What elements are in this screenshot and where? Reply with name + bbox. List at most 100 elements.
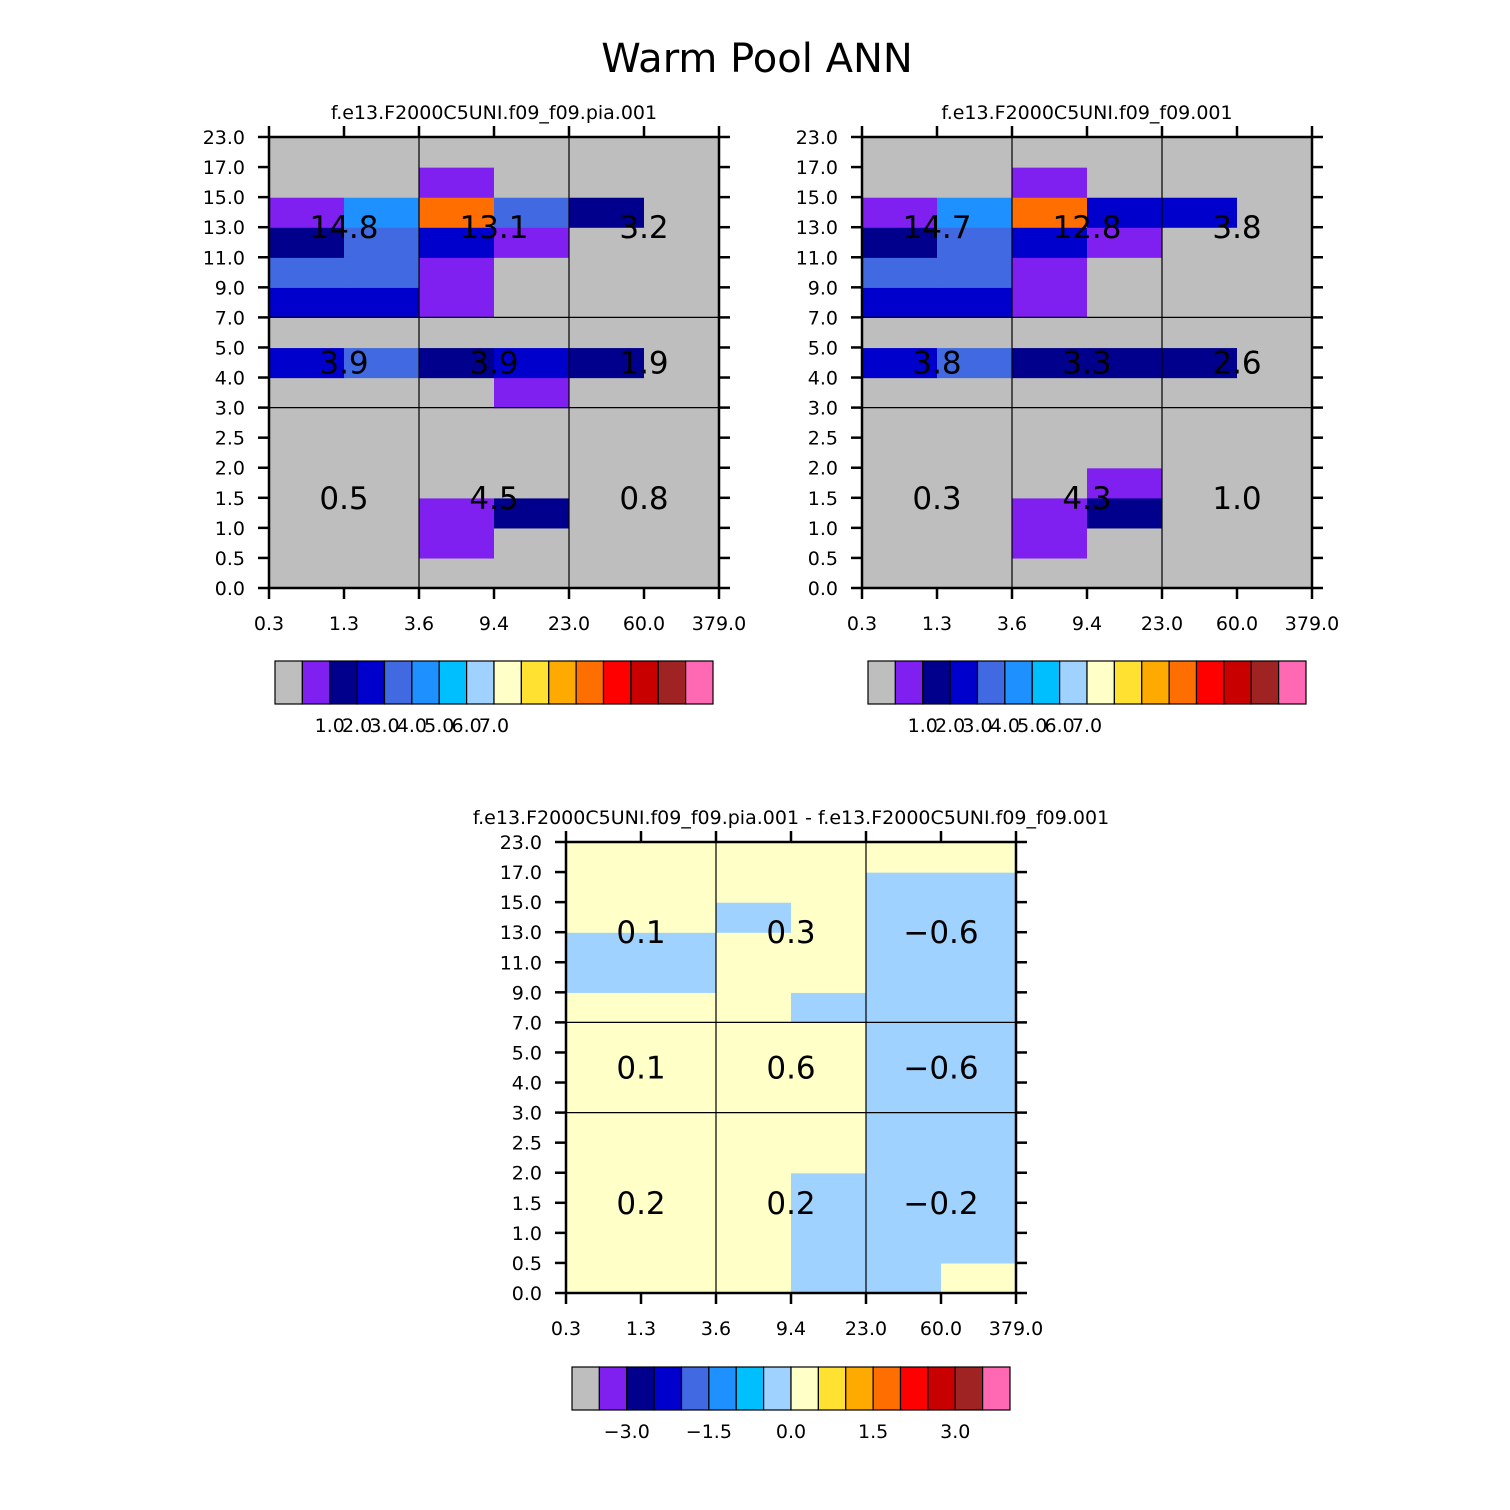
colorbar-label: 1.5 xyxy=(858,1421,888,1443)
y-tick-label: 2.0 xyxy=(808,458,838,480)
colorbar-label: 7.0 xyxy=(1072,715,1102,737)
box-value: 0.8 xyxy=(619,481,668,517)
heatmap-cell xyxy=(791,1142,867,1174)
heatmap-cell xyxy=(791,1202,867,1234)
colorbar-swatch xyxy=(1086,660,1115,705)
heatmap-cell xyxy=(941,902,1017,933)
box-value: 2.6 xyxy=(1212,346,1261,382)
y-tick-label: 23.0 xyxy=(500,832,542,854)
heatmap-cell xyxy=(569,197,645,228)
heatmap-cell xyxy=(937,497,1013,529)
x-tick-label: 9.4 xyxy=(1072,613,1102,635)
heatmap-cell xyxy=(641,962,717,993)
heatmap-cell xyxy=(1162,197,1238,228)
heatmap-cell xyxy=(644,167,720,198)
colorbar-swatch xyxy=(630,660,659,705)
heatmap-cell xyxy=(1087,317,1163,349)
heatmap-cell xyxy=(494,497,570,529)
heatmap-cell xyxy=(1237,227,1313,258)
heatmap-cell xyxy=(937,527,1013,559)
colorbar-swatch xyxy=(1031,660,1061,705)
colorbar-swatch xyxy=(274,660,303,705)
colorbar-label: 1.0 xyxy=(908,715,938,737)
heatmap-cell xyxy=(937,557,1013,589)
heatmap-cell xyxy=(1012,377,1088,409)
heatmap-cell xyxy=(269,497,345,529)
heatmap-cell xyxy=(641,1202,717,1234)
heatmap-cell xyxy=(791,842,867,873)
heatmap-cell xyxy=(941,1172,1017,1204)
colorbar-swatch xyxy=(571,1366,600,1411)
y-tick-label: 2.0 xyxy=(512,1163,542,1185)
colorbar-swatch xyxy=(329,660,358,705)
heatmap-cell xyxy=(791,932,867,963)
heatmap-cell xyxy=(1087,347,1163,379)
heatmap-cell xyxy=(344,557,420,589)
colorbar-label: 3.0 xyxy=(962,715,992,737)
y-tick-label: 2.5 xyxy=(808,428,838,450)
x-tick-label: 60.0 xyxy=(920,1318,962,1340)
heatmap-cell xyxy=(937,197,1013,228)
y-tick-label: 13.0 xyxy=(796,217,838,239)
heatmap-cell xyxy=(419,167,495,198)
heatmap-cell xyxy=(1162,497,1238,529)
heatmap-cell xyxy=(866,902,942,933)
heatmap-cell xyxy=(866,1142,942,1174)
heatmap-cell xyxy=(941,1232,1017,1264)
box-value: 14.7 xyxy=(902,210,971,246)
heatmap-cell xyxy=(644,527,720,559)
heatmap-cell xyxy=(866,992,942,1023)
heatmap-cell xyxy=(566,1052,642,1084)
box-value: 0.5 xyxy=(319,481,368,517)
y-tick-label: 1.0 xyxy=(512,1223,542,1245)
panel-difference: f.e13.F2000C5UNI.f09_f09.pia.001 - f.e13… xyxy=(473,807,1109,1443)
heatmap-cell xyxy=(1162,467,1238,499)
colorbar-label: 5.0 xyxy=(424,715,454,737)
colorbar-label: 1.0 xyxy=(315,715,345,737)
colorbar-label: 6.0 xyxy=(1045,715,1075,737)
x-tick-label: 379.0 xyxy=(989,1318,1043,1340)
box-value: 0.2 xyxy=(766,1186,815,1222)
heatmap-cell xyxy=(344,497,420,529)
heatmap-cell xyxy=(494,227,570,258)
colorbar-swatch xyxy=(411,660,440,705)
heatmap-cell xyxy=(941,1082,1017,1114)
heatmap-cell xyxy=(1087,197,1163,228)
heatmap-cell xyxy=(716,902,792,933)
heatmap-cell xyxy=(1237,257,1313,288)
heatmap-cell xyxy=(269,197,345,228)
heatmap-cell xyxy=(1237,167,1313,198)
box-value: −0.6 xyxy=(903,915,978,951)
colorbar-swatch xyxy=(438,660,468,705)
colorbar-swatch xyxy=(602,660,632,705)
y-tick-label: 11.0 xyxy=(796,247,838,269)
heatmap-cell xyxy=(344,227,420,258)
x-tick-label: 3.6 xyxy=(701,1318,731,1340)
heatmap-cell xyxy=(862,407,938,439)
heatmap-cell xyxy=(866,1232,942,1264)
heatmap-cell xyxy=(1087,497,1163,529)
heatmap-cell xyxy=(269,377,345,409)
y-tick-label: 2.0 xyxy=(215,458,245,480)
heatmap-cell xyxy=(569,227,645,258)
x-tick-label: 23.0 xyxy=(1141,613,1183,635)
panel-title: f.e13.F2000C5UNI.f09_f09.pia.001 xyxy=(331,102,657,124)
box-value: 0.1 xyxy=(616,1051,665,1087)
colorbar-label: 7.0 xyxy=(479,715,509,737)
heatmap-cell xyxy=(641,992,717,1023)
heatmap-cell xyxy=(419,287,495,318)
heatmap-cell xyxy=(1087,407,1163,439)
heatmap-cell xyxy=(644,227,720,258)
colorbar-swatch xyxy=(954,1366,984,1411)
heatmap-cell xyxy=(866,1022,942,1054)
heatmap-cell xyxy=(1237,197,1313,228)
heatmap-cell xyxy=(344,197,420,228)
heatmap-cell xyxy=(937,167,1013,198)
y-tick-label: 11.0 xyxy=(500,952,542,974)
box-value: −0.6 xyxy=(903,1051,978,1087)
x-tick-label: 1.3 xyxy=(626,1318,656,1340)
heatmap-cell xyxy=(941,1142,1017,1174)
colorbar-swatch xyxy=(685,660,714,705)
heatmap-cell xyxy=(791,992,867,1023)
colorbar-label: 4.0 xyxy=(990,715,1020,737)
